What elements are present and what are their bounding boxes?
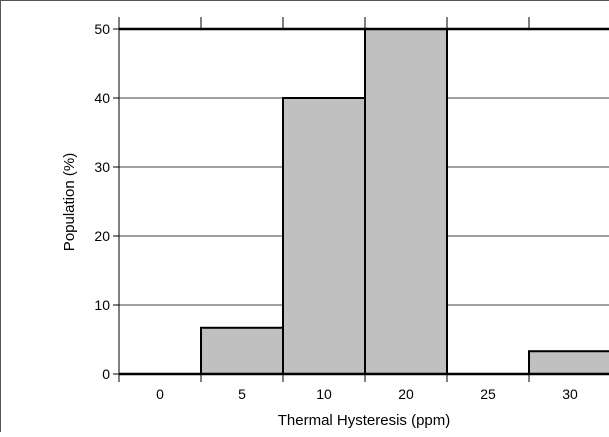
x-tick-label-5: 5 [238,386,246,402]
bar-20 [364,28,448,375]
x-axis-title: Thermal Hysteresis (ppm) [278,412,451,429]
y-tick-label-10: 10 [94,297,110,313]
x-tick-label-0: 0 [156,386,164,402]
y-axis-title: Population (%) [61,153,78,251]
x-tick-label-30: 30 [562,386,578,402]
bar-5 [200,326,284,375]
y-tick-label-20: 20 [94,228,110,244]
x-tick-label-20: 20 [398,386,414,402]
axis-layer: 0 10 20 30 40 50 0 5 10 20 25 30 [94,17,609,402]
y-tick-label-50: 50 [94,21,110,37]
bar-layer [200,28,609,376]
y-tick-label-40: 40 [94,90,110,106]
y-tick-label-30: 30 [94,159,110,175]
y-tick-label-0: 0 [102,366,110,382]
x-tick-label-10: 10 [316,386,332,402]
bar-10 [282,97,366,375]
x-tick-label-25: 25 [480,386,496,402]
bar-30 [528,350,609,376]
